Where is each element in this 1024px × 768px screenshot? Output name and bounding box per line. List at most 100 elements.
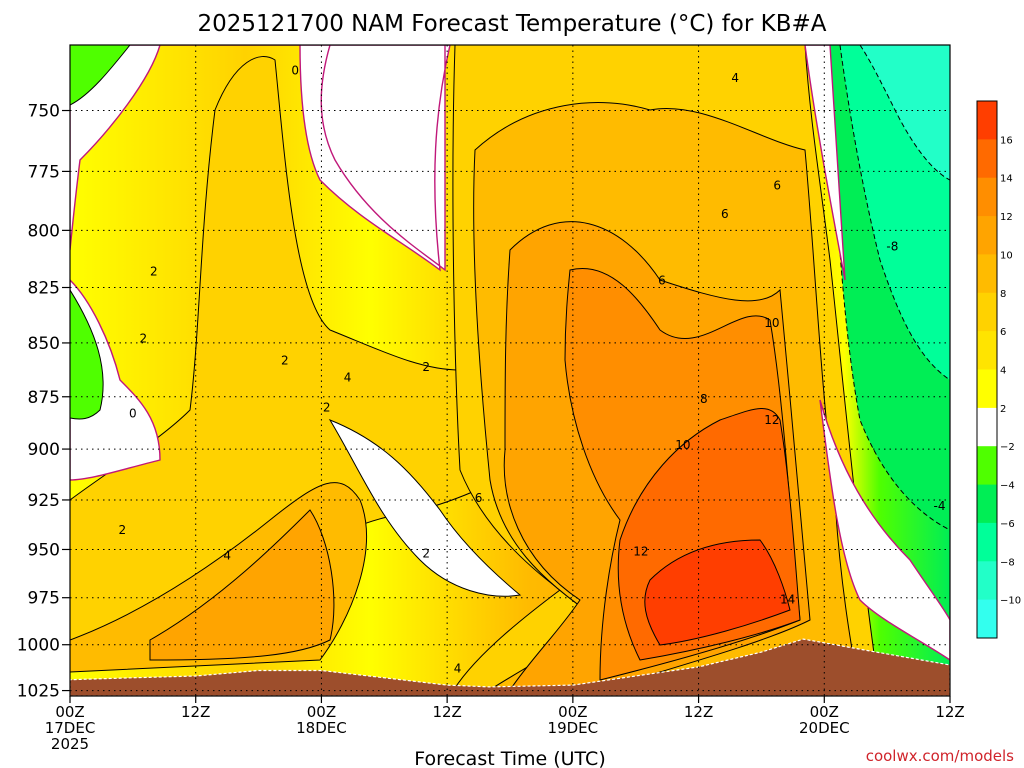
colorbar-label: −4: [1000, 481, 1015, 492]
contour-label: 2: [150, 265, 158, 279]
y-tick-label: 900: [28, 440, 60, 460]
grid-lines: [70, 45, 950, 696]
contour-label: 2: [119, 523, 127, 537]
y-tick-label: 950: [28, 540, 60, 560]
contour-label: 6: [773, 179, 781, 193]
contour-label: 2: [422, 360, 430, 374]
colorbar-label: −2: [1000, 442, 1015, 453]
y-tick-label: 750: [28, 102, 60, 122]
contour-label: 12: [633, 544, 648, 558]
contour-label: -8: [886, 240, 898, 254]
colorbar-label: 16: [1000, 135, 1013, 146]
colorbar-label: −10: [1000, 596, 1021, 607]
x-tick-label: 00Z: [307, 703, 336, 721]
contour-label: 6: [658, 274, 666, 288]
x-tick-label: 17DEC: [45, 719, 96, 737]
colorbar-swatch: [977, 292, 997, 332]
colorbar-swatch: [977, 522, 997, 562]
x-tick-label: 19DEC: [548, 719, 599, 737]
colorbar-swatch: [977, 331, 997, 370]
contour-label: 2: [422, 546, 430, 560]
x-tick-label: 00Z: [810, 703, 839, 721]
colorbar: 16 14 12 10 8 6 4 2 −2 −4 −6 −8 −10: [976, 100, 1021, 639]
colorbar-swatch: [977, 407, 997, 447]
colorbar-label: 8: [1000, 289, 1006, 300]
plot-area: [70, 45, 950, 696]
colorbar-label: −6: [1000, 519, 1015, 530]
terrain-surface: [70, 638, 950, 696]
x-axis-label: Forecast Time (UTC): [414, 748, 605, 768]
contour-label: 4: [223, 548, 231, 562]
y-tick-label: 925: [28, 491, 60, 511]
colorbar-label: 10: [1000, 250, 1013, 261]
colorbar-swatch: [977, 177, 997, 217]
field-region-cold-green-left: [70, 45, 131, 106]
y-tick-label: 825: [28, 278, 60, 298]
y-tick-label: 1025: [17, 682, 60, 702]
colorbar-swatch: [977, 561, 997, 601]
colorbar-frame: [976, 100, 998, 639]
colorbar-swatch: [977, 254, 997, 294]
colorbar-swatch: [977, 369, 997, 409]
contour-labels: 0 4 2 6 6 -8 6 2 10 2 4 2 8 2 0 12 10 6 -4 2 4 12 2 14 4: [119, 63, 946, 675]
contour-label: 2: [281, 353, 289, 367]
contour-label: 4: [731, 71, 739, 85]
contour-label: -4: [934, 499, 946, 513]
colorbar-label: −8: [1000, 557, 1015, 568]
x-tick-label: 12Z: [684, 703, 713, 721]
x-tick-label: 18DEC: [296, 719, 347, 737]
contour-label: 10: [764, 316, 779, 330]
colorbar-label: 12: [1000, 212, 1013, 223]
y-tick-label: 850: [28, 334, 60, 354]
contour-label: 2: [323, 400, 331, 414]
field-region-cold-white-upper-left: [70, 45, 161, 251]
credit-text: coolwx.com/models: [866, 747, 1014, 765]
colorbar-swatch: [977, 216, 997, 255]
contour-label: 12: [764, 413, 779, 427]
colorbar-label: 2: [1000, 404, 1006, 415]
x-tick-label: 12Z: [181, 703, 210, 721]
contour-label: 2: [140, 332, 148, 346]
contour-label: 8: [700, 392, 708, 406]
field-region-cold-white-pocket: [70, 279, 161, 481]
field-region-cold-white-left: [70, 45, 451, 272]
x-tick-label: 00Z: [55, 703, 84, 721]
y-tick-label: 875: [28, 388, 60, 408]
colorbar-swatch: [977, 446, 997, 486]
contour-label: 0: [291, 63, 299, 77]
colorbar-swatch: [977, 101, 997, 140]
plot-frame: [69, 44, 951, 697]
x-tick-label: 20DEC: [799, 719, 850, 737]
chart-title: 2025121700 NAM Forecast Temperature (°C)…: [198, 11, 827, 37]
field-region-cold-teal-right: [859, 45, 950, 181]
contour-label: 10: [675, 438, 690, 452]
field-region-cold-white-center: [328, 418, 522, 597]
x-tick-label: 12Z: [432, 703, 461, 721]
field-region-warm-14-16-center: [644, 539, 791, 646]
x-tick-label: 2025: [51, 735, 89, 753]
contour-label: 0: [129, 407, 137, 421]
contour-label: 4: [344, 371, 352, 385]
y-tick-label: 975: [28, 589, 60, 609]
y-tick-label: 800: [28, 221, 60, 241]
y-tick-label: 1000: [17, 636, 60, 656]
x-tick-label: 00Z: [558, 703, 587, 721]
colorbar-label: 14: [1000, 174, 1013, 185]
colorbar-swatch: [977, 484, 997, 524]
colorbar-swatch: [977, 599, 997, 639]
field-region-cold-green-left-lower: [70, 289, 104, 420]
contour-label: 6: [475, 491, 483, 505]
contour-label: 4: [454, 662, 462, 676]
field-region-cold-white-right-upper: [804, 45, 846, 281]
x-tick-label: 12Z: [935, 703, 964, 721]
y-tick-label: 775: [28, 162, 60, 182]
temperature-field-regions: [70, 45, 950, 696]
colorbar-label: 6: [1000, 327, 1006, 338]
contour-label: 14: [780, 593, 795, 607]
colorbar-label: 4: [1000, 366, 1006, 377]
y-axis-ticks: 750 775 800 825 850 875 900 925 950 975 1000 1025: [17, 102, 70, 702]
colorbar-swatch: [977, 139, 997, 179]
contour-label: 6: [721, 207, 729, 221]
